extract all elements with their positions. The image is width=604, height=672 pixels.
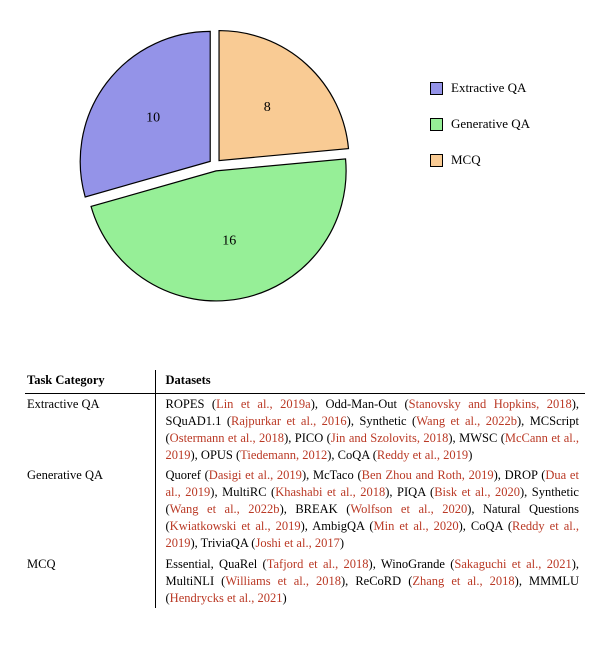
legend-swatch [430, 82, 443, 95]
chart-area: 8 16 10 Extractive QA Generative QA MCQ [0, 0, 604, 320]
table-header-left: Task Category [25, 370, 155, 393]
table-cell-datasets: ROPES (Lin et al., 2019a), Odd-Man-Out (… [155, 393, 585, 465]
table-row: Generative QAQuoref (Dasigi et al., 2019… [25, 465, 585, 553]
table-cell-category: Extractive QA [25, 393, 155, 465]
table-cell-category: MCQ [25, 554, 155, 609]
table-cell-datasets: Essential, QuaRel (Tafjord et al., 2018)… [155, 554, 585, 609]
legend-label: Extractive QA [451, 80, 526, 96]
pie-slice-label: 10 [146, 111, 160, 126]
legend-item: Extractive QA [430, 80, 530, 96]
legend-swatch [430, 118, 443, 131]
legend-label: Generative QA [451, 116, 530, 132]
table-row: Extractive QAROPES (Lin et al., 2019a), … [25, 393, 585, 465]
legend: Extractive QA Generative QA MCQ [430, 80, 530, 188]
legend-swatch [430, 154, 443, 167]
table-row: MCQEssential, QuaRel (Tafjord et al., 20… [25, 554, 585, 609]
legend-item: MCQ [430, 152, 530, 168]
pie-chart: 8 16 10 [60, 10, 370, 324]
pie-slice-label: 16 [222, 233, 236, 248]
pie-slice-label: 8 [264, 100, 271, 115]
table-area: Task Category Datasets Extractive QAROPE… [25, 370, 585, 608]
pie-slice [219, 31, 348, 161]
table-cell-category: Generative QA [25, 465, 155, 553]
table-header-right: Datasets [155, 370, 585, 393]
datasets-table: Task Category Datasets Extractive QAROPE… [25, 370, 585, 608]
legend-item: Generative QA [430, 116, 530, 132]
legend-label: MCQ [451, 152, 481, 168]
table-cell-datasets: Quoref (Dasigi et al., 2019), McTaco (Be… [155, 465, 585, 553]
